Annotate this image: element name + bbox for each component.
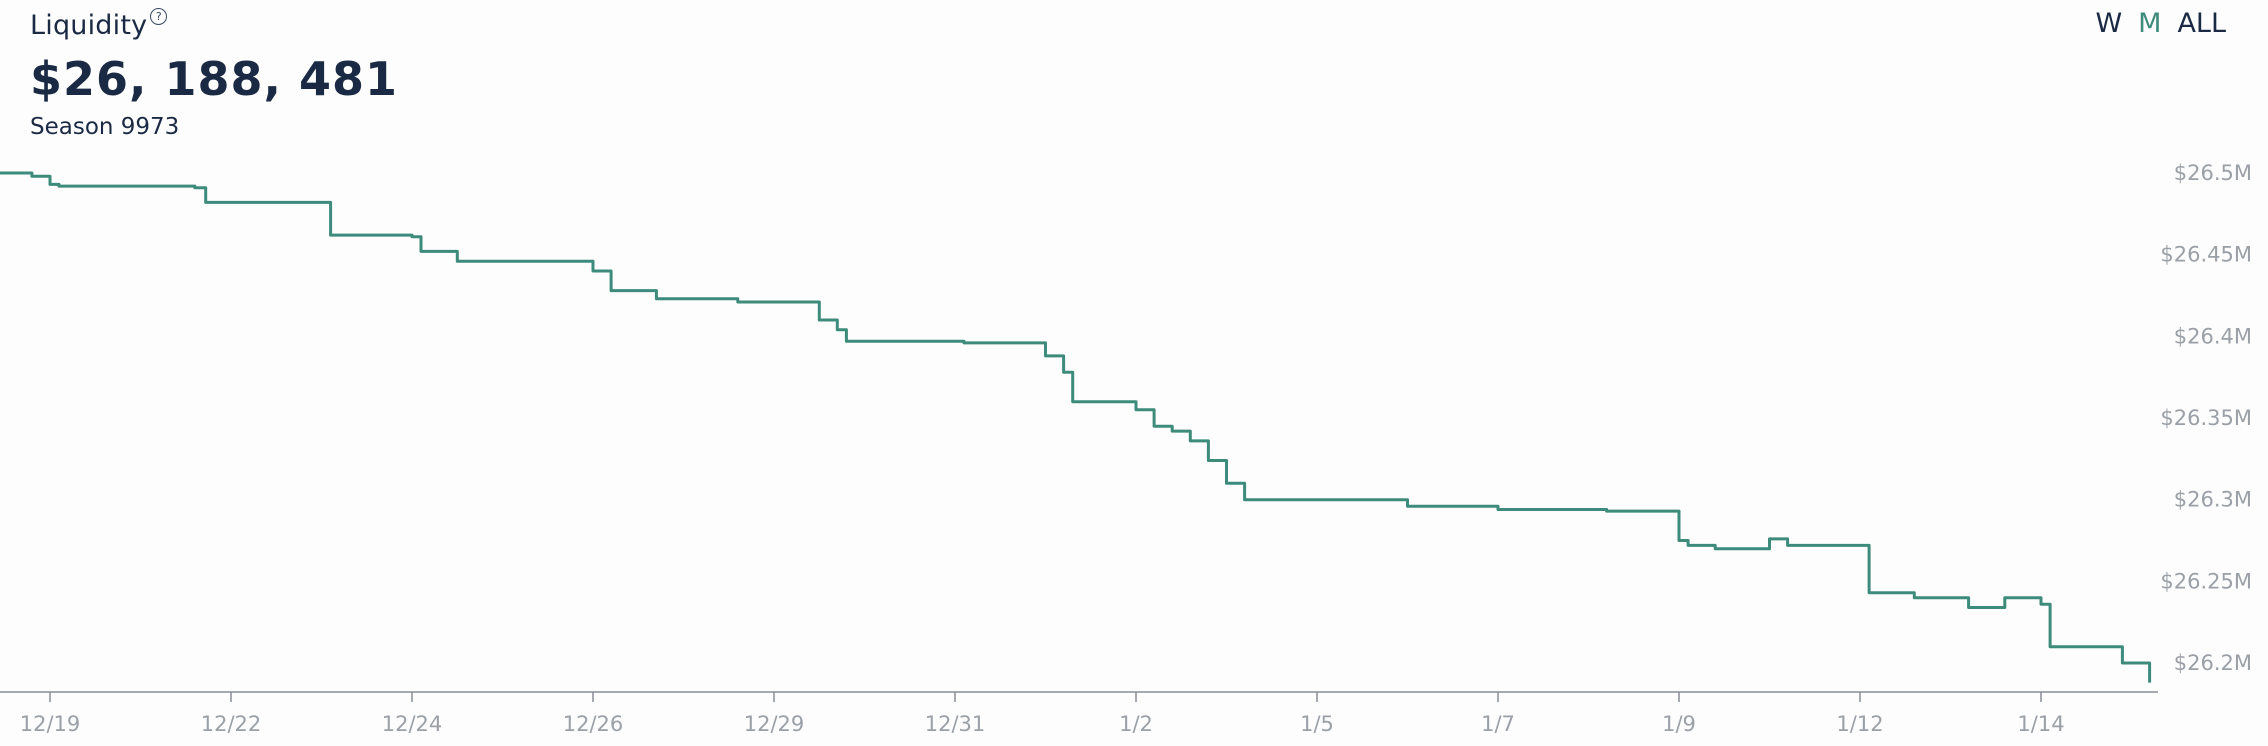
x-tick-label: 1/7	[1481, 712, 1515, 736]
x-tick-label: 1/12	[1836, 712, 1883, 736]
x-tick-label: 1/5	[1300, 712, 1334, 736]
x-tick-label: 12/31	[925, 712, 986, 736]
y-tick-label: $26.4M	[2174, 324, 2252, 348]
y-tick-label: $26.2M	[2174, 651, 2252, 675]
y-tick-label: $26.25M	[2160, 569, 2252, 593]
y-tick-label: $26.3M	[2174, 488, 2252, 512]
x-tick-label: 1/2	[1119, 712, 1153, 736]
x-tick-label: 12/26	[563, 712, 624, 736]
y-tick-label: $26.45M	[2160, 243, 2252, 267]
liquidity-series-line	[0, 173, 2150, 683]
x-tick-label: 1/14	[2017, 712, 2064, 736]
y-axis: $26.2M $26.25M $26.3M $26.35M $26.4M $26.45M $…	[2160, 161, 2252, 675]
x-tick-label: 12/19	[20, 712, 81, 736]
x-tick-label: 12/29	[744, 712, 805, 736]
y-tick-label: $26.5M	[2174, 161, 2252, 185]
x-tick-label: 1/9	[1662, 712, 1696, 736]
y-tick-label: $26.35M	[2160, 406, 2252, 430]
chart-series	[0, 173, 2150, 683]
x-axis: 12/19 12/22 12/24 12/26 12/29 12/31 1/2 1/5 1/7 1…	[0, 692, 2158, 736]
x-tick-label: 12/22	[201, 712, 262, 736]
x-tick-label: 12/24	[382, 712, 443, 736]
